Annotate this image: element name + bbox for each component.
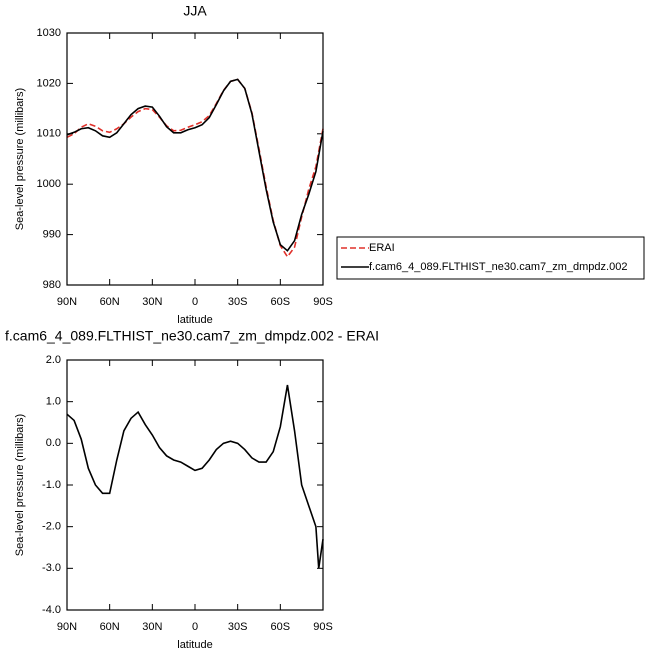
chart-title: JJA (183, 3, 207, 19)
y-tick-label: -4.0 (42, 604, 61, 616)
x-tick-label: 90N (57, 621, 77, 633)
y-axis-label: Sea-level pressure (millibars) (14, 88, 26, 230)
x-tick-label: 30N (142, 296, 162, 308)
x-tick-label: 30N (142, 621, 162, 633)
x-tick-label: 60N (100, 296, 120, 308)
y-tick-label: 1000 (37, 178, 61, 190)
y-tick-label: -2.0 (42, 521, 61, 533)
y-tick-label: 1010 (37, 128, 61, 140)
x-axis-label: latitude (177, 639, 212, 651)
legend-label: ERAI (369, 242, 395, 254)
x-tick-label: 90S (313, 621, 333, 633)
y-tick-label: -3.0 (42, 562, 61, 574)
y-tick-label: 980 (43, 279, 61, 291)
data-line (66, 384, 324, 569)
x-tick-label: 60S (271, 621, 291, 633)
x-tick-label: 90S (313, 296, 333, 308)
data-line (66, 78, 324, 259)
plot-frame (66, 359, 324, 611)
x-tick-label: 0 (192, 621, 198, 633)
y-tick-label: 990 (43, 229, 61, 241)
y-tick-label: -1.0 (42, 479, 61, 491)
y-tick-label: 2.0 (46, 354, 61, 366)
x-tick-label: 90N (57, 296, 77, 308)
x-tick-label: 30S (228, 296, 248, 308)
x-tick-label: 60S (271, 296, 291, 308)
y-tick-label: 1030 (37, 27, 61, 39)
x-tick-label: 0 (192, 296, 198, 308)
legend-box (336, 236, 645, 280)
x-axis-label: latitude (177, 314, 212, 326)
y-axis-label: Sea-level pressure (millibars) (14, 414, 26, 556)
chart-title: f.cam6_4_089.FLTHIST_ne30.cam7_zm_dmpdz.… (5, 328, 379, 344)
data-line (66, 78, 324, 252)
y-tick-label: 0.0 (46, 437, 61, 449)
plot-frame (66, 32, 324, 286)
legend-label: f.cam6_4_089.FLTHIST_ne30.cam7_zm_dmpdz.… (369, 261, 627, 273)
y-tick-label: 1.0 (46, 396, 61, 408)
y-tick-label: 1020 (37, 77, 61, 89)
x-tick-label: 60N (100, 621, 120, 633)
x-tick-label: 30S (228, 621, 248, 633)
